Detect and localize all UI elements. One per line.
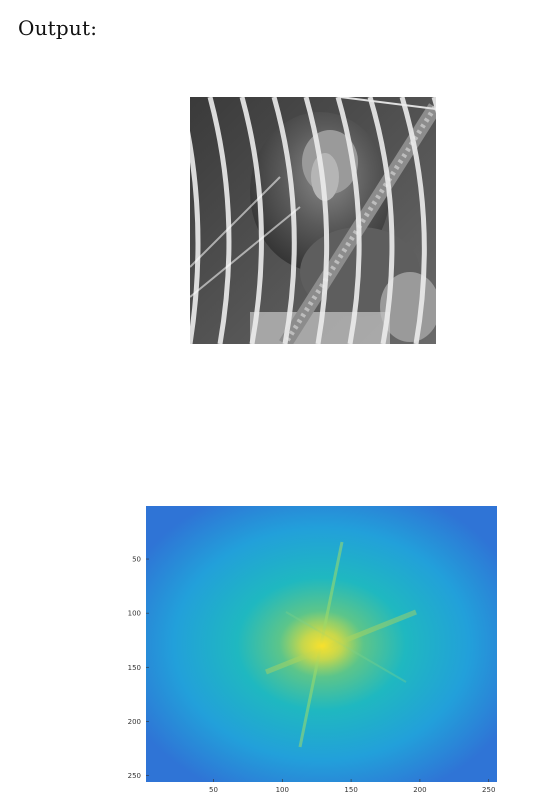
x-tick-label: 200 (413, 786, 426, 794)
fourier-spectrum-plot: 50 100 150 200 250 50 100 150 200 250 (128, 506, 497, 794)
x-tick-label: 150 (344, 786, 357, 794)
x-tick-label: 100 (276, 786, 289, 794)
y-tick-label: 250 (128, 772, 141, 780)
output-heading: Output: (18, 16, 98, 40)
x-tick-label: 50 (209, 786, 218, 794)
baboon-behind-fence-photo (190, 97, 436, 344)
y-tick-label: 100 (128, 610, 141, 618)
y-tick-label: 50 (132, 556, 141, 564)
x-tick-label: 250 (482, 786, 495, 794)
y-axis-ticks: 50 100 150 200 250 (128, 556, 149, 780)
x-axis-ticks: 50 100 150 200 250 (209, 779, 495, 794)
y-tick-label: 200 (128, 718, 141, 726)
dc-component (288, 622, 356, 670)
y-tick-label: 150 (128, 664, 141, 672)
